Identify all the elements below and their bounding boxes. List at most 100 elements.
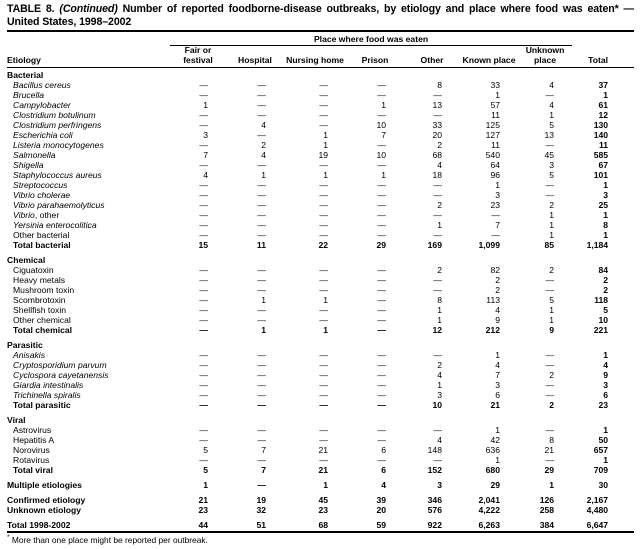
cell-value: 2: [437, 200, 442, 211]
cell-value: 18: [432, 170, 442, 181]
table-row-shigella: Shigella — — — — 4 64 3 67: [7, 160, 634, 170]
cell-value: 4,480: [586, 505, 609, 516]
cell-value: —: [377, 305, 386, 316]
footnote: * More than one place might be reported …: [7, 533, 634, 546]
column-header-row: Etiology Fair or festival Hospital Nursi…: [7, 45, 635, 69]
table-row-total-bacterial: Total bacterial 15 11 22 29 169 1,099 85 1,184: [7, 240, 634, 250]
etiology-label: Yersinia enterocolitica: [13, 220, 97, 231]
etiology-label: Listeria monocytogenes: [13, 140, 104, 151]
column-header-total: Total: [572, 45, 635, 69]
cell-value: 5: [603, 305, 609, 316]
cell-value: —: [319, 230, 328, 241]
cell-value: —: [257, 100, 266, 111]
cell-value: 85: [544, 240, 555, 251]
column-header-nursing-home: Nursing home: [284, 45, 346, 69]
cell-value: 1: [437, 305, 442, 316]
table-row-hepatitis-a: Hepatitis A — — — — 4 42 8 50: [7, 435, 634, 445]
column-header-hospital: Hospital: [226, 45, 284, 69]
cell-value: 4,222: [478, 505, 500, 516]
cell-value: 5: [549, 120, 555, 131]
cell-value: 1: [603, 455, 609, 466]
etiology-label: Clostridium perfringens: [13, 120, 102, 131]
cell-value: 2: [437, 140, 442, 151]
cell-value: 127: [485, 130, 500, 141]
etiology-label: Staphylococcus aureus: [13, 170, 102, 181]
cell-value: —: [319, 305, 328, 316]
table-row-mushroom-toxin: Mushroom toxin — — — — — 2 — 2: [7, 285, 634, 295]
cell-value: —: [199, 435, 208, 446]
table-row-total-parasitic: Total parasitic — — — — 10 21 2 23: [7, 400, 634, 410]
cell-value: —: [377, 80, 386, 91]
cell-value: —: [377, 435, 386, 446]
cell-value: 657: [593, 445, 609, 456]
cell-value: 9: [495, 315, 500, 326]
table-row-campylobacter: Campylobacter 1 — — 1 13 57 4 61: [7, 100, 634, 110]
cell-value: 2: [603, 285, 609, 296]
cell-value: —: [199, 160, 208, 171]
cell-value: —: [199, 285, 208, 296]
cell-value: 29: [544, 465, 555, 476]
cell-value: 21: [198, 495, 208, 506]
cell-value: —: [377, 360, 386, 371]
table-number: TABLE 8.: [7, 3, 55, 15]
cell-value: 1: [495, 350, 500, 361]
cell-value: 113: [486, 295, 500, 306]
etiology-label: Scombrotoxin: [13, 295, 66, 306]
cell-value: 2,041: [478, 495, 500, 506]
cell-value: 29: [490, 480, 500, 491]
cell-value: —: [377, 400, 386, 411]
cell-value: 1: [549, 315, 555, 326]
table-body: Bacterial Bacillus cereus — — — —8 33 4 37 Brucel…: [7, 68, 634, 531]
cell-value: —: [433, 210, 442, 221]
cell-value: 32: [256, 505, 266, 516]
section-label: Bacterial: [7, 70, 44, 81]
cell-value: 922: [427, 520, 442, 531]
cell-value: 1: [495, 455, 500, 466]
cell-value: —: [257, 305, 266, 316]
cell-value: —: [199, 350, 208, 361]
table-title-line1: TABLE 8. (Continued) Number of reported …: [7, 3, 634, 16]
cell-value: —: [377, 350, 386, 361]
table-row-norovirus: Norovirus 5 7 21 6 148 636 21 657: [7, 445, 634, 455]
section-header-viral: Viral: [7, 410, 634, 425]
cell-value: —: [257, 160, 266, 171]
cell-value: 10: [376, 150, 386, 161]
etiology-label: Mushroom toxin: [13, 285, 75, 296]
cell-value: 148: [427, 445, 442, 456]
cell-value: —: [545, 140, 555, 151]
etiology-label: Vibrio parahaemolyticus: [13, 200, 105, 211]
cell-value: 7: [203, 150, 208, 161]
cell-value: —: [257, 190, 266, 201]
cell-value: 82: [490, 265, 500, 276]
cell-value: —: [199, 275, 208, 286]
cell-value: 1: [323, 140, 328, 151]
column-header-prison: Prison: [346, 45, 404, 69]
table-row-other-bacterial: Other bacterial — — — — — — 1 1: [7, 230, 634, 240]
cell-value: 6,647: [586, 520, 609, 531]
cell-value: 5: [549, 170, 555, 181]
cell-value: —: [319, 190, 328, 201]
etiology-label: Rotavirus: [13, 455, 50, 466]
cell-value: 45: [544, 150, 555, 161]
cell-value: 4: [381, 480, 386, 491]
cell-value: 12: [598, 110, 609, 121]
cell-value: 1: [603, 425, 609, 436]
cell-value: —: [199, 325, 208, 336]
table-row-astrovirus: Astrovirus — — — — — 1 — 1: [7, 425, 634, 435]
cell-value: —: [545, 285, 555, 296]
cell-value: —: [377, 190, 386, 201]
cell-value: 13: [432, 100, 442, 111]
etiology-label: Trichinella spiralis: [13, 390, 81, 401]
cell-value: —: [199, 370, 208, 381]
cell-value: —: [545, 425, 555, 436]
cell-value: 9: [549, 325, 555, 336]
etiology-label: Total parasitic: [13, 400, 71, 411]
etiology-label: Salmonella: [13, 150, 56, 161]
cell-value: 2: [437, 360, 442, 371]
cell-value: —: [199, 295, 208, 306]
cell-value: —: [377, 370, 386, 381]
cell-value: —: [257, 200, 266, 211]
table-row-total-viral: Total viral 5 7 21 6 152 680 29 709: [7, 465, 634, 475]
cell-value: —: [319, 275, 328, 286]
cell-value: 1: [381, 170, 386, 181]
